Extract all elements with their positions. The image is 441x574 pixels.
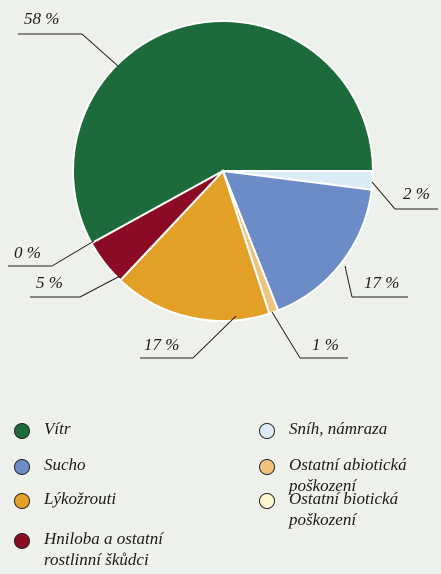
- value-label: 17 %: [144, 335, 179, 354]
- pie-slice: [72, 20, 375, 245]
- pie-slice: [90, 170, 224, 282]
- leader-line: [81, 33, 119, 67]
- leader-line: [51, 240, 95, 267]
- legend-swatch: [259, 459, 275, 475]
- legend-label: Vítr: [44, 419, 71, 438]
- legend-swatch: [14, 423, 30, 439]
- value-label: 2 %: [403, 184, 430, 203]
- value-label: 17 %: [364, 273, 399, 292]
- leader-line: [371, 181, 396, 210]
- pie-slice: [118, 169, 271, 322]
- legend-swatch: [259, 493, 275, 509]
- value-label: 0 %: [14, 243, 41, 262]
- leader-line: [344, 265, 353, 298]
- legend-label: Ostatní biotická poškození: [289, 489, 399, 529]
- value-label: 5 %: [36, 273, 63, 292]
- legend-label: Sucho: [44, 455, 86, 474]
- legend-swatch: [14, 459, 30, 475]
- legend-label: Sníh, námraza: [289, 419, 388, 438]
- legend-label: Ostatní abiotická poškození: [289, 455, 407, 495]
- leader-line: [79, 275, 121, 298]
- leader-line: [271, 311, 301, 359]
- legend-swatch: [14, 533, 30, 549]
- pie-slice: [221, 169, 373, 312]
- value-label: 58 %: [24, 9, 59, 28]
- legend-label: Hniloba a ostatní rostlinní škůdci: [44, 529, 164, 569]
- legend-label: Lýkožrouti: [44, 489, 117, 508]
- value-label: 1 %: [312, 335, 339, 354]
- legend-swatch: [259, 423, 275, 439]
- leader-line: [192, 315, 237, 359]
- legend-swatch: [14, 493, 30, 509]
